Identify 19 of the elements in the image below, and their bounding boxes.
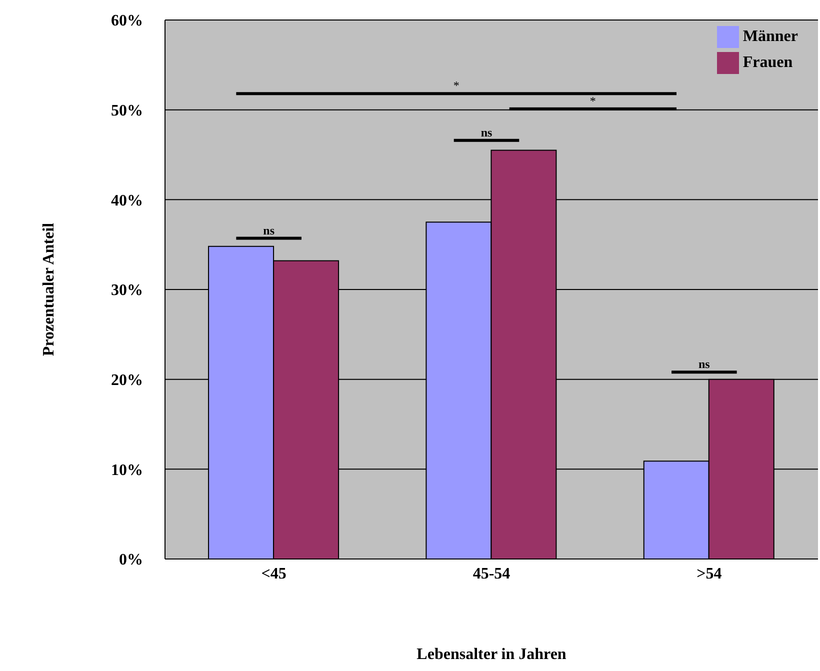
x-tick-label: 45-54 [472, 565, 510, 582]
annotation: ns [263, 223, 275, 238]
legend-label: Frauen [742, 54, 793, 71]
y-tick-label: 30% [111, 282, 143, 300]
annotation: * [453, 78, 460, 93]
y-tick-label: 20% [111, 372, 143, 390]
x-tick-label: <45 [261, 565, 286, 582]
y-tick-label: 0% [119, 552, 143, 569]
y-axis-title: Prozentualer Anteil [40, 222, 58, 356]
legend-label: Männer [742, 28, 798, 45]
x-axis-title: Lebensalter in Jahren [416, 646, 566, 663]
x-tick-label: >54 [696, 565, 722, 582]
annotation: ns [480, 125, 492, 140]
y-tick-label: 60% [111, 12, 143, 30]
y-tick-label: 40% [111, 192, 143, 210]
y-tick-label: 50% [111, 102, 143, 120]
annotation: * [590, 94, 596, 108]
y-tick-label: 10% [111, 462, 143, 479]
annotation: ns [698, 357, 710, 372]
